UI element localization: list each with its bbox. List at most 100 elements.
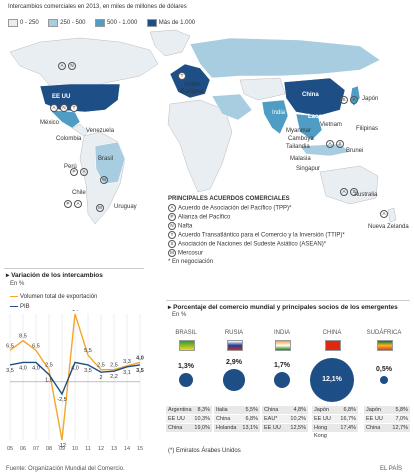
partners-table: Italia 5,5% China 6,8% Holanda 13,1% bbox=[214, 406, 260, 433]
se-asia-shape bbox=[295, 113, 323, 141]
share-label: 1,3% bbox=[178, 362, 194, 370]
badges-brasil: M bbox=[100, 176, 110, 185]
country-flag bbox=[325, 340, 341, 351]
india-shape bbox=[261, 99, 289, 135]
agreement-item: A Acuerdo de Asociación del Pacífico (TPP… bbox=[168, 203, 345, 213]
country-name: RUSIA bbox=[224, 330, 244, 336]
new-zealand-shape bbox=[387, 207, 397, 223]
partners-table: Japón 6,8% EE UU 16,7% Hong Kong 17,4% bbox=[312, 406, 358, 439]
data-label: 3,5 bbox=[136, 368, 144, 374]
data-label: 2,5 bbox=[110, 363, 118, 369]
share-bubble bbox=[178, 372, 194, 388]
label-brasil: Brasil bbox=[98, 156, 114, 162]
badges-nz: A bbox=[380, 210, 390, 219]
central-asia-shape bbox=[239, 77, 286, 101]
label-malasia: Malasia bbox=[290, 156, 311, 162]
partner-value: 6,8% bbox=[245, 416, 258, 422]
data-label: 3,1 bbox=[123, 370, 131, 376]
greenland-shape bbox=[149, 29, 191, 57]
country-name: CHINA bbox=[322, 330, 342, 336]
label-nzelanda: Nueva Zelanda bbox=[368, 224, 409, 230]
partner-name: EE UU bbox=[168, 416, 185, 422]
partner-name: Japón bbox=[366, 407, 381, 413]
partner-name: Hong Kong bbox=[314, 425, 328, 439]
partner-name: China bbox=[168, 425, 183, 431]
x-tick-label: 10 bbox=[72, 446, 78, 452]
partner-name: EE UU bbox=[264, 425, 281, 431]
data-label: 2,5 bbox=[45, 363, 53, 369]
label-china: China bbox=[302, 92, 319, 98]
partner-value: 7,0% bbox=[395, 416, 408, 422]
partner-name: China bbox=[216, 416, 231, 422]
data-label: 3,5 bbox=[6, 368, 14, 374]
line-chart-title: ▸ Variación de los intercambios bbox=[6, 272, 103, 279]
africa-shape bbox=[167, 99, 233, 193]
table-row: EE UU 10,3% bbox=[166, 415, 212, 424]
world-map bbox=[9, 29, 397, 225]
partner-name: China bbox=[366, 425, 381, 431]
partner-name: EAU* bbox=[264, 416, 278, 422]
legend-item: Más de 1.000 bbox=[146, 14, 200, 31]
x-tick-label: 06 bbox=[20, 446, 26, 452]
share-label: 2,9% bbox=[226, 359, 242, 367]
partner-value: 17,4% bbox=[340, 425, 356, 431]
table-row: Japón 6,8% bbox=[312, 406, 358, 415]
table-row: China 4,8% bbox=[262, 406, 308, 415]
data-label: 2 bbox=[99, 375, 102, 381]
partner-value: 10,3% bbox=[194, 416, 210, 422]
partner-name: Argentina bbox=[168, 407, 192, 413]
country-name: BRASIL bbox=[175, 330, 197, 336]
partners-table: Argentina 8,3% EE UU 10,3% China 19,0% bbox=[166, 406, 212, 433]
agreement-item: S Asociación de Naciones del Sudeste Asiá… bbox=[168, 240, 345, 249]
emerging-title: ▸ Porcentaje del comercio mundial y prin… bbox=[168, 304, 398, 311]
label-chile: Chile bbox=[72, 190, 86, 196]
x-tick-label: 15 bbox=[137, 446, 143, 452]
series-line-gdp bbox=[9, 361, 141, 396]
country-flag bbox=[227, 340, 243, 351]
country-name: SUDÁFRICA bbox=[366, 330, 402, 336]
legend-gdp: PIB bbox=[10, 304, 30, 311]
label-filipinas: Filipinas bbox=[356, 126, 379, 132]
table-row: EE UU 7,0% bbox=[364, 415, 410, 424]
partner-value: 4,8% bbox=[293, 407, 306, 413]
label-india: India bbox=[272, 110, 286, 116]
table-row: EE UU 12,5% bbox=[262, 424, 308, 433]
country-flag bbox=[377, 340, 393, 351]
share-label: 0,5% bbox=[376, 365, 392, 373]
agreement-item: P Alianza del Pacífico bbox=[168, 212, 345, 222]
agreement-item: M Mercosur bbox=[168, 249, 345, 258]
agreements-note: * En negociación bbox=[168, 258, 214, 265]
label-australia: Australia bbox=[354, 192, 378, 198]
label-singapur: Singapur bbox=[296, 166, 321, 172]
partner-value: 12,7% bbox=[392, 425, 408, 431]
emerging-unit: En % bbox=[172, 312, 187, 318]
x-tick-label: 05 bbox=[7, 446, 13, 452]
table-row: EAU* 10,2% bbox=[262, 415, 308, 424]
data-label: 14 bbox=[72, 310, 78, 313]
partners-table: China 4,8% EAU* 10,2% EE UU 12,5% bbox=[262, 406, 308, 433]
partner-name: EE UU bbox=[366, 416, 383, 422]
emerging-note: (*) Emiratos Árabes Unidos bbox=[168, 448, 241, 454]
data-label: 6,5 bbox=[32, 343, 40, 349]
label-ue: Unión Europea bbox=[180, 82, 204, 95]
data-label: 3,3 bbox=[123, 359, 131, 365]
partner-name: China bbox=[264, 407, 279, 413]
russia-shape bbox=[189, 37, 381, 79]
legend-item: 250 - 500 bbox=[48, 14, 90, 31]
partner-value: 12,5% bbox=[290, 425, 306, 431]
partner-value: 5,8% bbox=[395, 407, 408, 413]
partner-name: Holanda bbox=[216, 425, 237, 431]
data-label: 4,0 bbox=[71, 365, 79, 371]
partners-table: Japón 5,8% EE UU 7,0% China 12,7% bbox=[364, 406, 410, 433]
table-row: Holanda 13,1% bbox=[214, 424, 260, 433]
x-tick-label: 13 bbox=[111, 446, 117, 452]
line-chart: 6,5 8,5 6,5 2,5 -12 14 5,5 2,5 2,5 3,3 4,0 3,5 4,0 4,… bbox=[6, 310, 144, 452]
label-eeuu: EE UU bbox=[52, 94, 71, 100]
table-row: EE UU 16,7% bbox=[312, 415, 358, 424]
middle-east-shape bbox=[211, 93, 253, 121]
data-label: 4,0 bbox=[19, 365, 27, 371]
